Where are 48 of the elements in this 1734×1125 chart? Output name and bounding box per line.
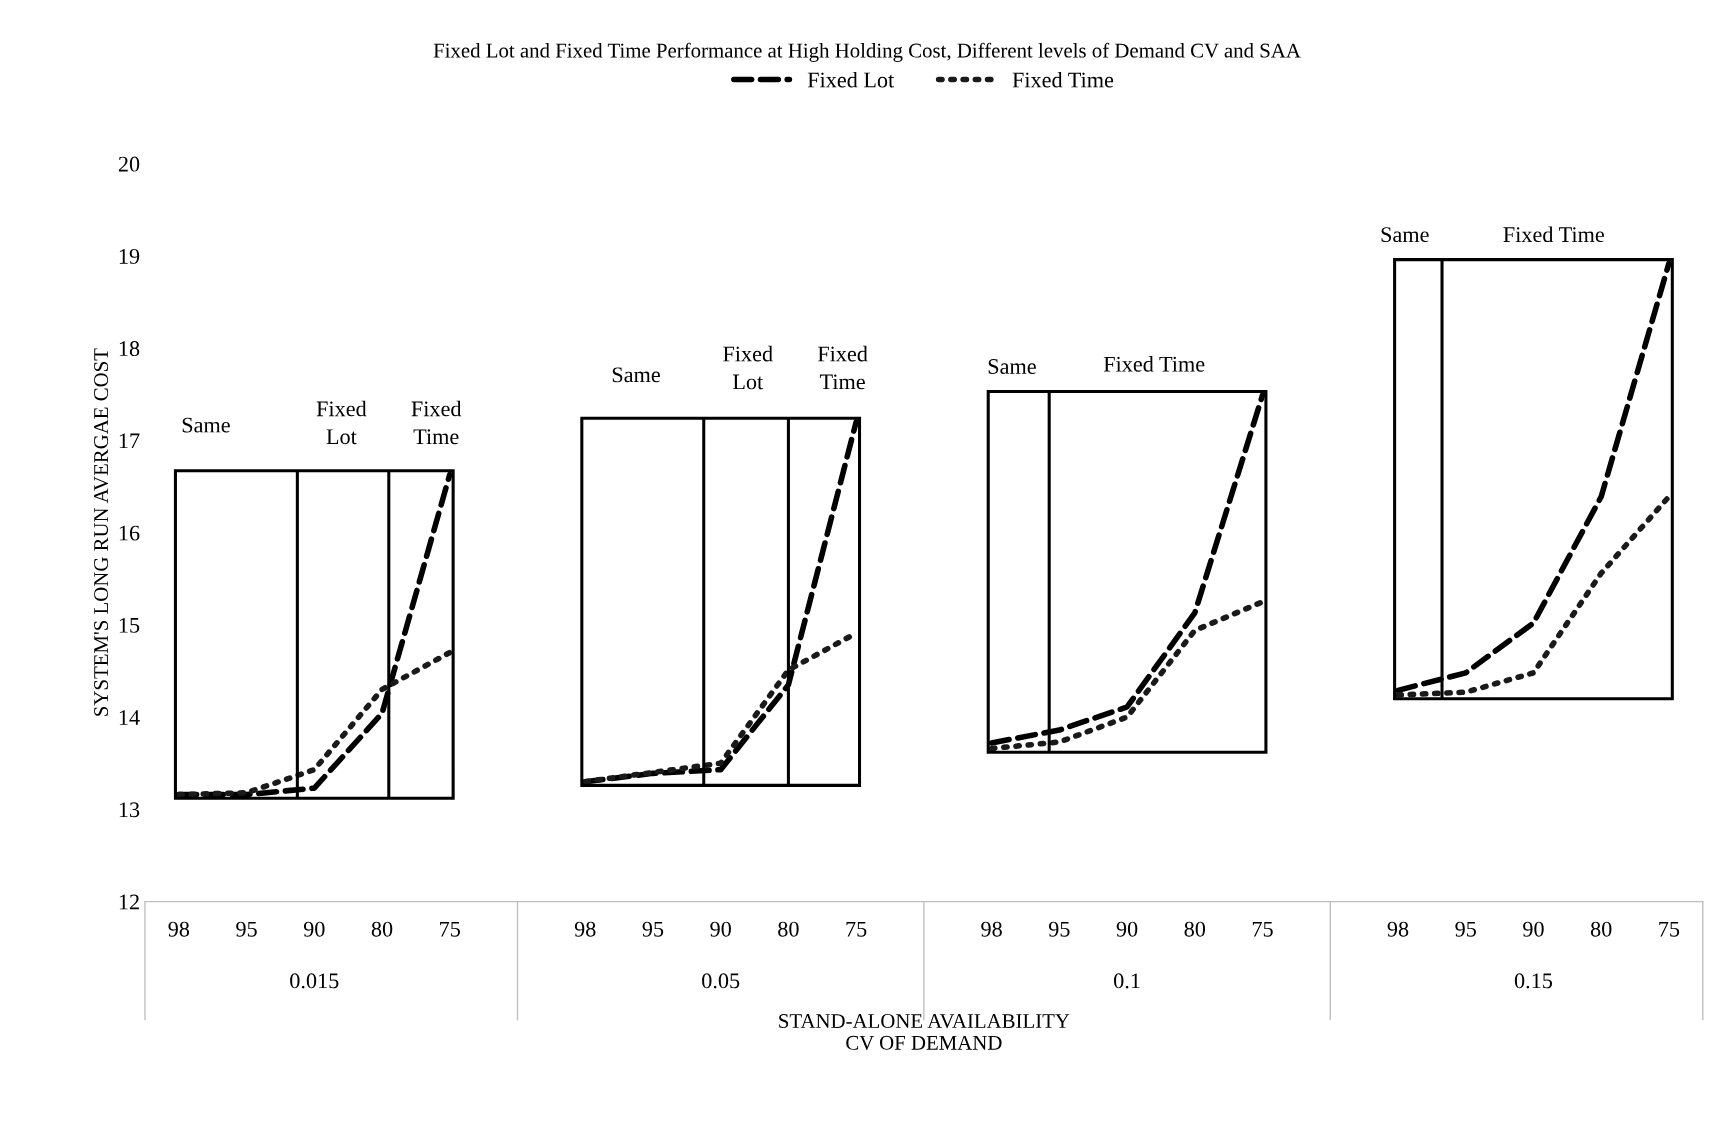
x-axis-title: STAND-ALONE AVAILABILITY CV OF DEMAND — [779, 1014, 1070, 1050]
x-tick-label: 75 — [440, 921, 460, 937]
y-tick-label: 17 — [119, 433, 140, 449]
legend-label: Fixed Lot — [807, 71, 895, 88]
x-tick-label: 75 — [1252, 921, 1273, 937]
x-tick-label: 90 — [1116, 921, 1138, 937]
x-tick-label: 95 — [642, 921, 664, 937]
y-tick-label: 20 — [118, 156, 140, 172]
x-tick-label: 98 — [1387, 921, 1409, 937]
x-tick-label: 90 — [1523, 921, 1544, 937]
x-tick-label: 95 — [1048, 921, 1070, 937]
chart-title: Fixed Lot and Fixed Time Performance at High Holding Cost, Different levels of Demand CV and SAA — [433, 42, 1301, 62]
text: 0.05 — [702, 973, 740, 989]
text: 0.015 — [290, 973, 339, 989]
x-tick-label: 90 — [303, 921, 325, 937]
annotation: Same — [988, 359, 1036, 375]
text: 0.15 — [1514, 973, 1553, 989]
y-tick-label: 12 — [119, 894, 139, 910]
x-tick-label: 80 — [778, 921, 799, 937]
annotation: Same — [182, 417, 230, 433]
annotation: Fixed Time — [817, 345, 868, 390]
x-tick-label: 98 — [168, 921, 190, 937]
annotation: Fixed Time — [411, 400, 462, 445]
y-tick-label: 14 — [119, 710, 140, 725]
y-tick-label: 15 — [119, 617, 140, 633]
text: 0.1 — [1114, 973, 1140, 989]
annotation: Fixed Time — [1503, 226, 1604, 243]
annotation: Same — [1381, 227, 1429, 243]
x-tick-label: 95 — [1455, 921, 1476, 937]
x-tick-label: 75 — [1659, 921, 1680, 937]
x-tick-label: 80 — [371, 921, 393, 937]
x-tick-label: 75 — [846, 921, 867, 937]
y-tick-label: 18 — [119, 341, 140, 357]
y-tick-label: 13 — [119, 802, 140, 818]
x-tick-label: 98 — [574, 921, 596, 937]
annotation: Fixed Time — [1103, 356, 1205, 372]
annotation: Fixed Lot — [723, 345, 773, 390]
y-axis-title: SYSTEM'S LONG RUN AVERGAE COST — [94, 348, 109, 716]
annotation: Same — [612, 367, 660, 383]
legend-label: Fixed Time — [1012, 71, 1114, 88]
x-tick-label: 98 — [981, 921, 1002, 937]
x-tick-label: 90 — [710, 921, 731, 937]
annotation: Fixed Lot — [316, 400, 367, 445]
x-tick-label: 80 — [1184, 921, 1206, 937]
x-tick-label: 80 — [1590, 921, 1612, 937]
y-tick-label: 16 — [119, 525, 140, 541]
x-tick-label: 95 — [236, 921, 257, 937]
y-tick-label: 19 — [119, 248, 140, 264]
